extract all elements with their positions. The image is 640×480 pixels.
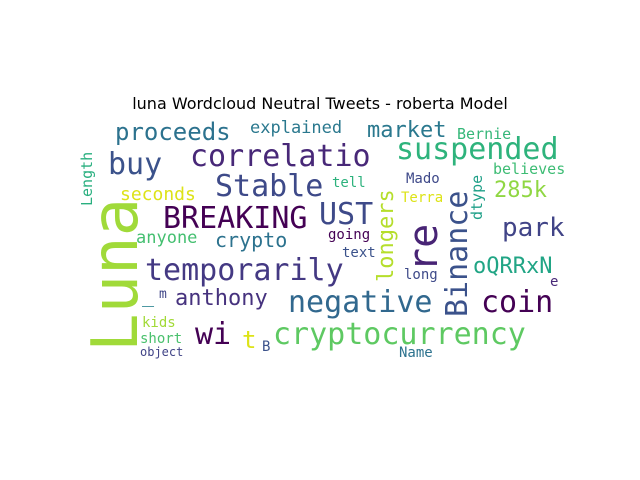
cloud-word: oQRRxN xyxy=(473,254,553,279)
cloud-word: cryptocurrency xyxy=(273,317,526,352)
cloud-word: re xyxy=(401,223,447,272)
cloud-word: proceeds xyxy=(115,120,231,146)
cloud-word: park xyxy=(502,213,565,243)
cloud-word: tell xyxy=(332,175,366,191)
cloud-word: t xyxy=(242,326,257,354)
cloud-word: temporarily xyxy=(145,253,344,288)
cloud-word: seconds xyxy=(120,184,196,205)
cloud-word: Luna xyxy=(79,197,153,352)
cloud-word: explained xyxy=(250,120,343,138)
cloud-word: BREAKING xyxy=(163,201,308,236)
cloud-word: e xyxy=(550,274,559,290)
cloud-word: negative xyxy=(288,285,433,320)
cloud-word: buy xyxy=(108,147,163,182)
cloud-word: 285k xyxy=(494,178,547,203)
cloud-word: m xyxy=(159,287,167,302)
chart-title: luna Wordcloud Neutral Tweets - roberta … xyxy=(132,94,508,113)
cloud-word: Mado xyxy=(406,171,440,187)
cloud-word: kids xyxy=(142,315,176,331)
cloud-word: text xyxy=(342,245,376,261)
cloud-word: wi xyxy=(195,317,232,352)
cloud-word: correlatio xyxy=(190,139,371,174)
cloud-word: suspended xyxy=(396,132,559,167)
word-cloud: Luna correlatio suspended BREAKING Binan… xyxy=(78,120,574,368)
cloud-word: crypto xyxy=(215,228,288,252)
cloud-word: believes xyxy=(493,160,566,178)
cloud-word: Terra xyxy=(401,190,444,206)
cloud-word: dtype xyxy=(468,174,486,220)
cloud-word: Stable xyxy=(215,169,324,204)
cloud-word: long xyxy=(404,267,438,283)
cloud-word: anthony xyxy=(175,286,268,311)
cloud-word: UST xyxy=(319,197,374,232)
cloud-word: market xyxy=(367,120,447,143)
cloud-word: anyone xyxy=(136,228,198,248)
cloud-word: longers xyxy=(374,189,399,282)
cloud-word: Name xyxy=(399,345,433,361)
cloud-word: B xyxy=(262,339,271,355)
cloud-word: going xyxy=(328,227,371,243)
cloud-word: coin xyxy=(481,285,554,320)
cloud-word: object xyxy=(140,345,184,359)
cloud-word: short xyxy=(140,331,183,347)
cloud-word: _ xyxy=(142,283,155,307)
cloud-word: Length xyxy=(78,151,96,206)
cloud-word: Bernie xyxy=(457,125,512,143)
